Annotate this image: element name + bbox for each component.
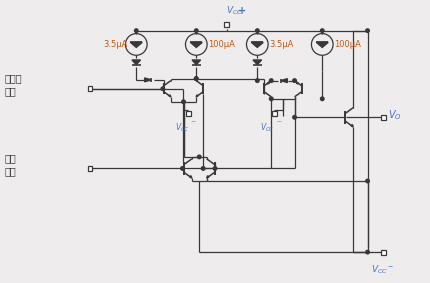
Bar [381, 115, 386, 120]
Polygon shape [192, 60, 201, 65]
Circle shape [194, 77, 198, 80]
Polygon shape [316, 42, 328, 48]
Text: $\mathit{V_{CC}}$: $\mathit{V_{CC}}$ [260, 121, 275, 134]
Text: 3.5μA: 3.5μA [104, 40, 128, 49]
Circle shape [182, 100, 185, 104]
Circle shape [161, 87, 165, 91]
Polygon shape [252, 42, 263, 48]
Text: ⁻: ⁻ [276, 119, 281, 130]
Polygon shape [351, 125, 353, 127]
Text: 3.5μA: 3.5μA [269, 40, 294, 49]
Polygon shape [132, 60, 141, 65]
Circle shape [366, 29, 369, 33]
Bar [186, 111, 191, 116]
Text: 100μA: 100μA [208, 40, 235, 49]
Circle shape [194, 77, 198, 80]
Circle shape [213, 167, 217, 170]
Circle shape [366, 179, 369, 183]
Polygon shape [190, 176, 192, 178]
Circle shape [293, 115, 296, 119]
Polygon shape [190, 42, 202, 48]
Text: $\mathit{V_{CC}}$: $\mathit{V_{CC}}$ [175, 121, 189, 134]
Polygon shape [281, 79, 287, 83]
Polygon shape [169, 95, 171, 97]
Text: ⁻: ⁻ [190, 119, 196, 130]
Polygon shape [253, 60, 261, 65]
Polygon shape [130, 42, 142, 48]
Bar [88, 86, 92, 91]
Text: 非反相
输入: 非反相 输入 [4, 74, 22, 96]
Circle shape [320, 29, 324, 33]
Circle shape [270, 97, 273, 100]
Polygon shape [196, 95, 198, 97]
Bar [272, 111, 276, 116]
Polygon shape [207, 176, 209, 178]
Text: $\mathit{V_O}$: $\mathit{V_O}$ [388, 108, 402, 122]
Polygon shape [267, 82, 270, 84]
Text: 反相
输入: 反相 输入 [4, 153, 16, 176]
Circle shape [293, 79, 296, 82]
Circle shape [197, 155, 201, 159]
Circle shape [270, 79, 273, 82]
Circle shape [181, 167, 184, 170]
Text: +: + [238, 6, 246, 16]
Circle shape [320, 97, 324, 100]
Text: 100μA: 100μA [334, 40, 361, 49]
Circle shape [201, 167, 205, 170]
Text: $\mathit{V_{CC}}^-$: $\mathit{V_{CC}}^-$ [372, 264, 395, 276]
Circle shape [194, 29, 198, 33]
Bar [88, 166, 92, 171]
Polygon shape [144, 78, 151, 82]
Circle shape [366, 250, 369, 254]
Text: $\mathit{V_{CC}}$: $\mathit{V_{CC}}$ [226, 4, 243, 17]
Bar [381, 250, 386, 254]
Circle shape [255, 29, 259, 33]
Bar [224, 22, 229, 27]
Circle shape [135, 29, 138, 33]
Circle shape [255, 79, 259, 82]
Polygon shape [296, 82, 298, 84]
